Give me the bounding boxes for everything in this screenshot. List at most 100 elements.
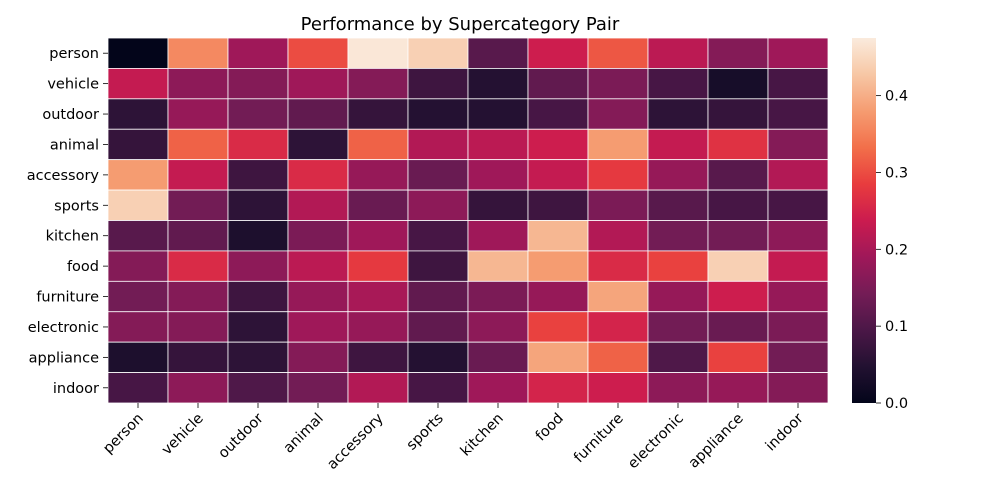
heatmap-cell (227, 37, 289, 69)
heatmap-cell (707, 128, 769, 161)
heatmap-cell (347, 68, 409, 100)
heatmap-cell (527, 159, 589, 191)
heatmap-cell (287, 280, 349, 313)
heatmap-cell (407, 372, 469, 404)
heatmap-cell (407, 37, 469, 69)
colorbar-ticks: 0.0 0.1 0.2 0.3 0.4 (876, 89, 908, 412)
heatmap-cell (647, 220, 709, 252)
heatmap-cell (227, 189, 289, 221)
y-tick-label: furniture (36, 290, 99, 306)
heatmap-cell (167, 372, 229, 404)
heatmap-cell (167, 37, 229, 69)
heatmap-cell (587, 159, 649, 191)
heatmap-cell (587, 68, 649, 100)
heatmap-cell (227, 250, 289, 282)
heatmap-cell (287, 189, 349, 221)
x-tick-label: animal (281, 411, 327, 457)
heatmap-cell (587, 372, 649, 404)
heatmap-cell (467, 220, 529, 252)
heatmap-cell (347, 128, 409, 161)
heatmap-cell (407, 341, 469, 373)
heatmap-cell (587, 189, 649, 221)
heatmap-cell (347, 98, 409, 130)
y-tick-label: animal (50, 137, 99, 153)
heatmap-cell (767, 220, 829, 252)
heatmap-cell (587, 341, 649, 373)
heatmap-cell (347, 280, 409, 313)
colorbar-tick-label: 0.3 (885, 165, 908, 181)
heatmap-cell (707, 311, 769, 343)
heatmap-cell (107, 280, 169, 313)
heatmap-cell (527, 220, 589, 252)
heatmap-cell (527, 189, 589, 221)
heatmap-cell (587, 37, 649, 69)
heatmap-cell (587, 128, 649, 161)
heatmap-cell (527, 250, 589, 282)
heatmap-cell (227, 280, 289, 313)
heatmap-cell (287, 98, 349, 130)
heatmap-cell (767, 341, 829, 373)
y-tick-label: vehicle (47, 77, 99, 93)
heatmap-cell (707, 372, 769, 404)
y-tick-label: indoor (53, 381, 99, 397)
heatmap-cell (347, 250, 409, 282)
heatmap-cell (347, 372, 409, 404)
heatmap-cell (107, 128, 169, 161)
heatmap-cell (587, 311, 649, 343)
heatmap-cell (407, 189, 469, 221)
heatmap-cell (647, 280, 709, 313)
heatmap-cell (647, 250, 709, 282)
heatmap-cell (707, 341, 769, 373)
heatmap-cell (227, 220, 289, 252)
heatmap-cell (527, 68, 589, 100)
x-tick-label: indoor (763, 410, 807, 454)
heatmap-cell (467, 159, 529, 191)
heatmap-cell (767, 189, 829, 221)
heatmap-cell (407, 68, 469, 100)
colorbar-tick-label: 0.2 (885, 242, 908, 258)
heatmap-cell (767, 250, 829, 282)
x-tick-label: kitchen (458, 411, 507, 460)
y-tick-label: electronic (28, 320, 99, 336)
y-tick-label: food (67, 259, 99, 275)
heatmap-cell (227, 159, 289, 191)
heatmap-cell (167, 280, 229, 313)
heatmap-cell (407, 250, 469, 282)
heatmap-cell (407, 311, 469, 343)
heatmap-cell (767, 128, 829, 161)
heatmap-cell (407, 220, 469, 252)
heatmap-cell (287, 250, 349, 282)
heatmap-cell (647, 98, 709, 130)
heatmap-cell (107, 98, 169, 130)
heatmap-cell (107, 37, 169, 69)
heatmap-cell (167, 98, 229, 130)
heatmap-cell (767, 311, 829, 343)
heatmap-cell (287, 311, 349, 343)
heatmap-cell (467, 128, 529, 161)
heatmap-cell (167, 159, 229, 191)
y-tick-label: sports (54, 198, 99, 214)
heatmap-cell (107, 341, 169, 373)
heatmap-cell (167, 68, 229, 100)
heatmap-cell (167, 189, 229, 221)
heatmap-cell (707, 189, 769, 221)
heatmap-cell (347, 341, 409, 373)
y-tick-label: accessory (27, 168, 100, 184)
heatmap-cell (707, 37, 769, 69)
heatmap-cell (167, 341, 229, 373)
heatmap-cell (707, 98, 769, 130)
x-tick-label: person (100, 411, 146, 457)
heatmap-cell (347, 159, 409, 191)
heatmap-cell (467, 189, 529, 221)
heatmap-cell (227, 128, 289, 161)
heatmap-cell (287, 128, 349, 161)
heatmap-cell (107, 311, 169, 343)
heatmap-cell (347, 189, 409, 221)
heatmap-cell (647, 311, 709, 343)
heatmap-cells (107, 37, 829, 404)
heatmap-cell (467, 37, 529, 69)
heatmap-cell (107, 189, 169, 221)
heatmap-cell (287, 372, 349, 404)
x-tick-label: accessory (324, 410, 387, 473)
heatmap-cell (407, 98, 469, 130)
